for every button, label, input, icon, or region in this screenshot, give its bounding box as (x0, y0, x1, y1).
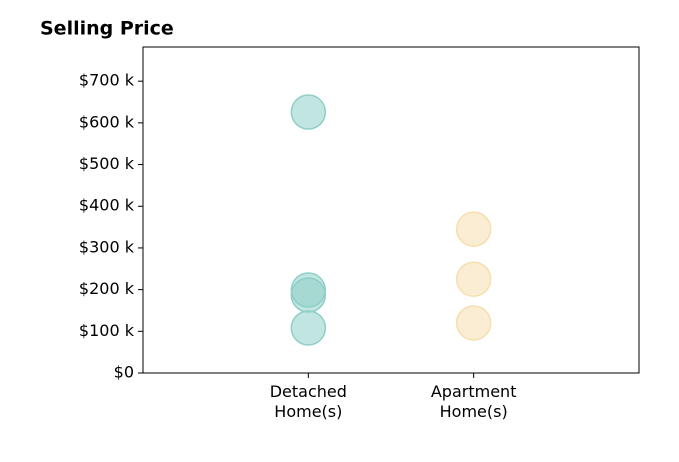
x-tick-label: Detached Home(s) (270, 382, 347, 421)
y-tick-label: $400 k (79, 196, 135, 215)
x-tick-label-line: Home(s) (274, 402, 342, 421)
point (290, 310, 327, 346)
x-tick-label-line: Home(s) (440, 402, 508, 421)
point (455, 305, 492, 341)
y-tick-label: $200 k (79, 279, 135, 298)
point (455, 211, 492, 247)
y-tick-label: $300 k (79, 237, 135, 256)
y-tick-label: $600 k (79, 112, 135, 131)
x-tick-label: Apartment Home(s) (431, 382, 517, 421)
y-tick-label: $100 k (79, 321, 135, 340)
plot-frame (142, 46, 640, 374)
chart-title: Selling Price (40, 18, 174, 40)
y-tick-label: $500 k (79, 154, 135, 173)
x-tick-label-line: Detached (270, 382, 347, 401)
point (290, 94, 327, 130)
y-tick-label: $700 k (79, 71, 135, 90)
y-tick-label: $0 (114, 363, 134, 382)
x-tick-label-line: Apartment (431, 382, 517, 401)
point (290, 277, 327, 313)
point (455, 261, 492, 297)
